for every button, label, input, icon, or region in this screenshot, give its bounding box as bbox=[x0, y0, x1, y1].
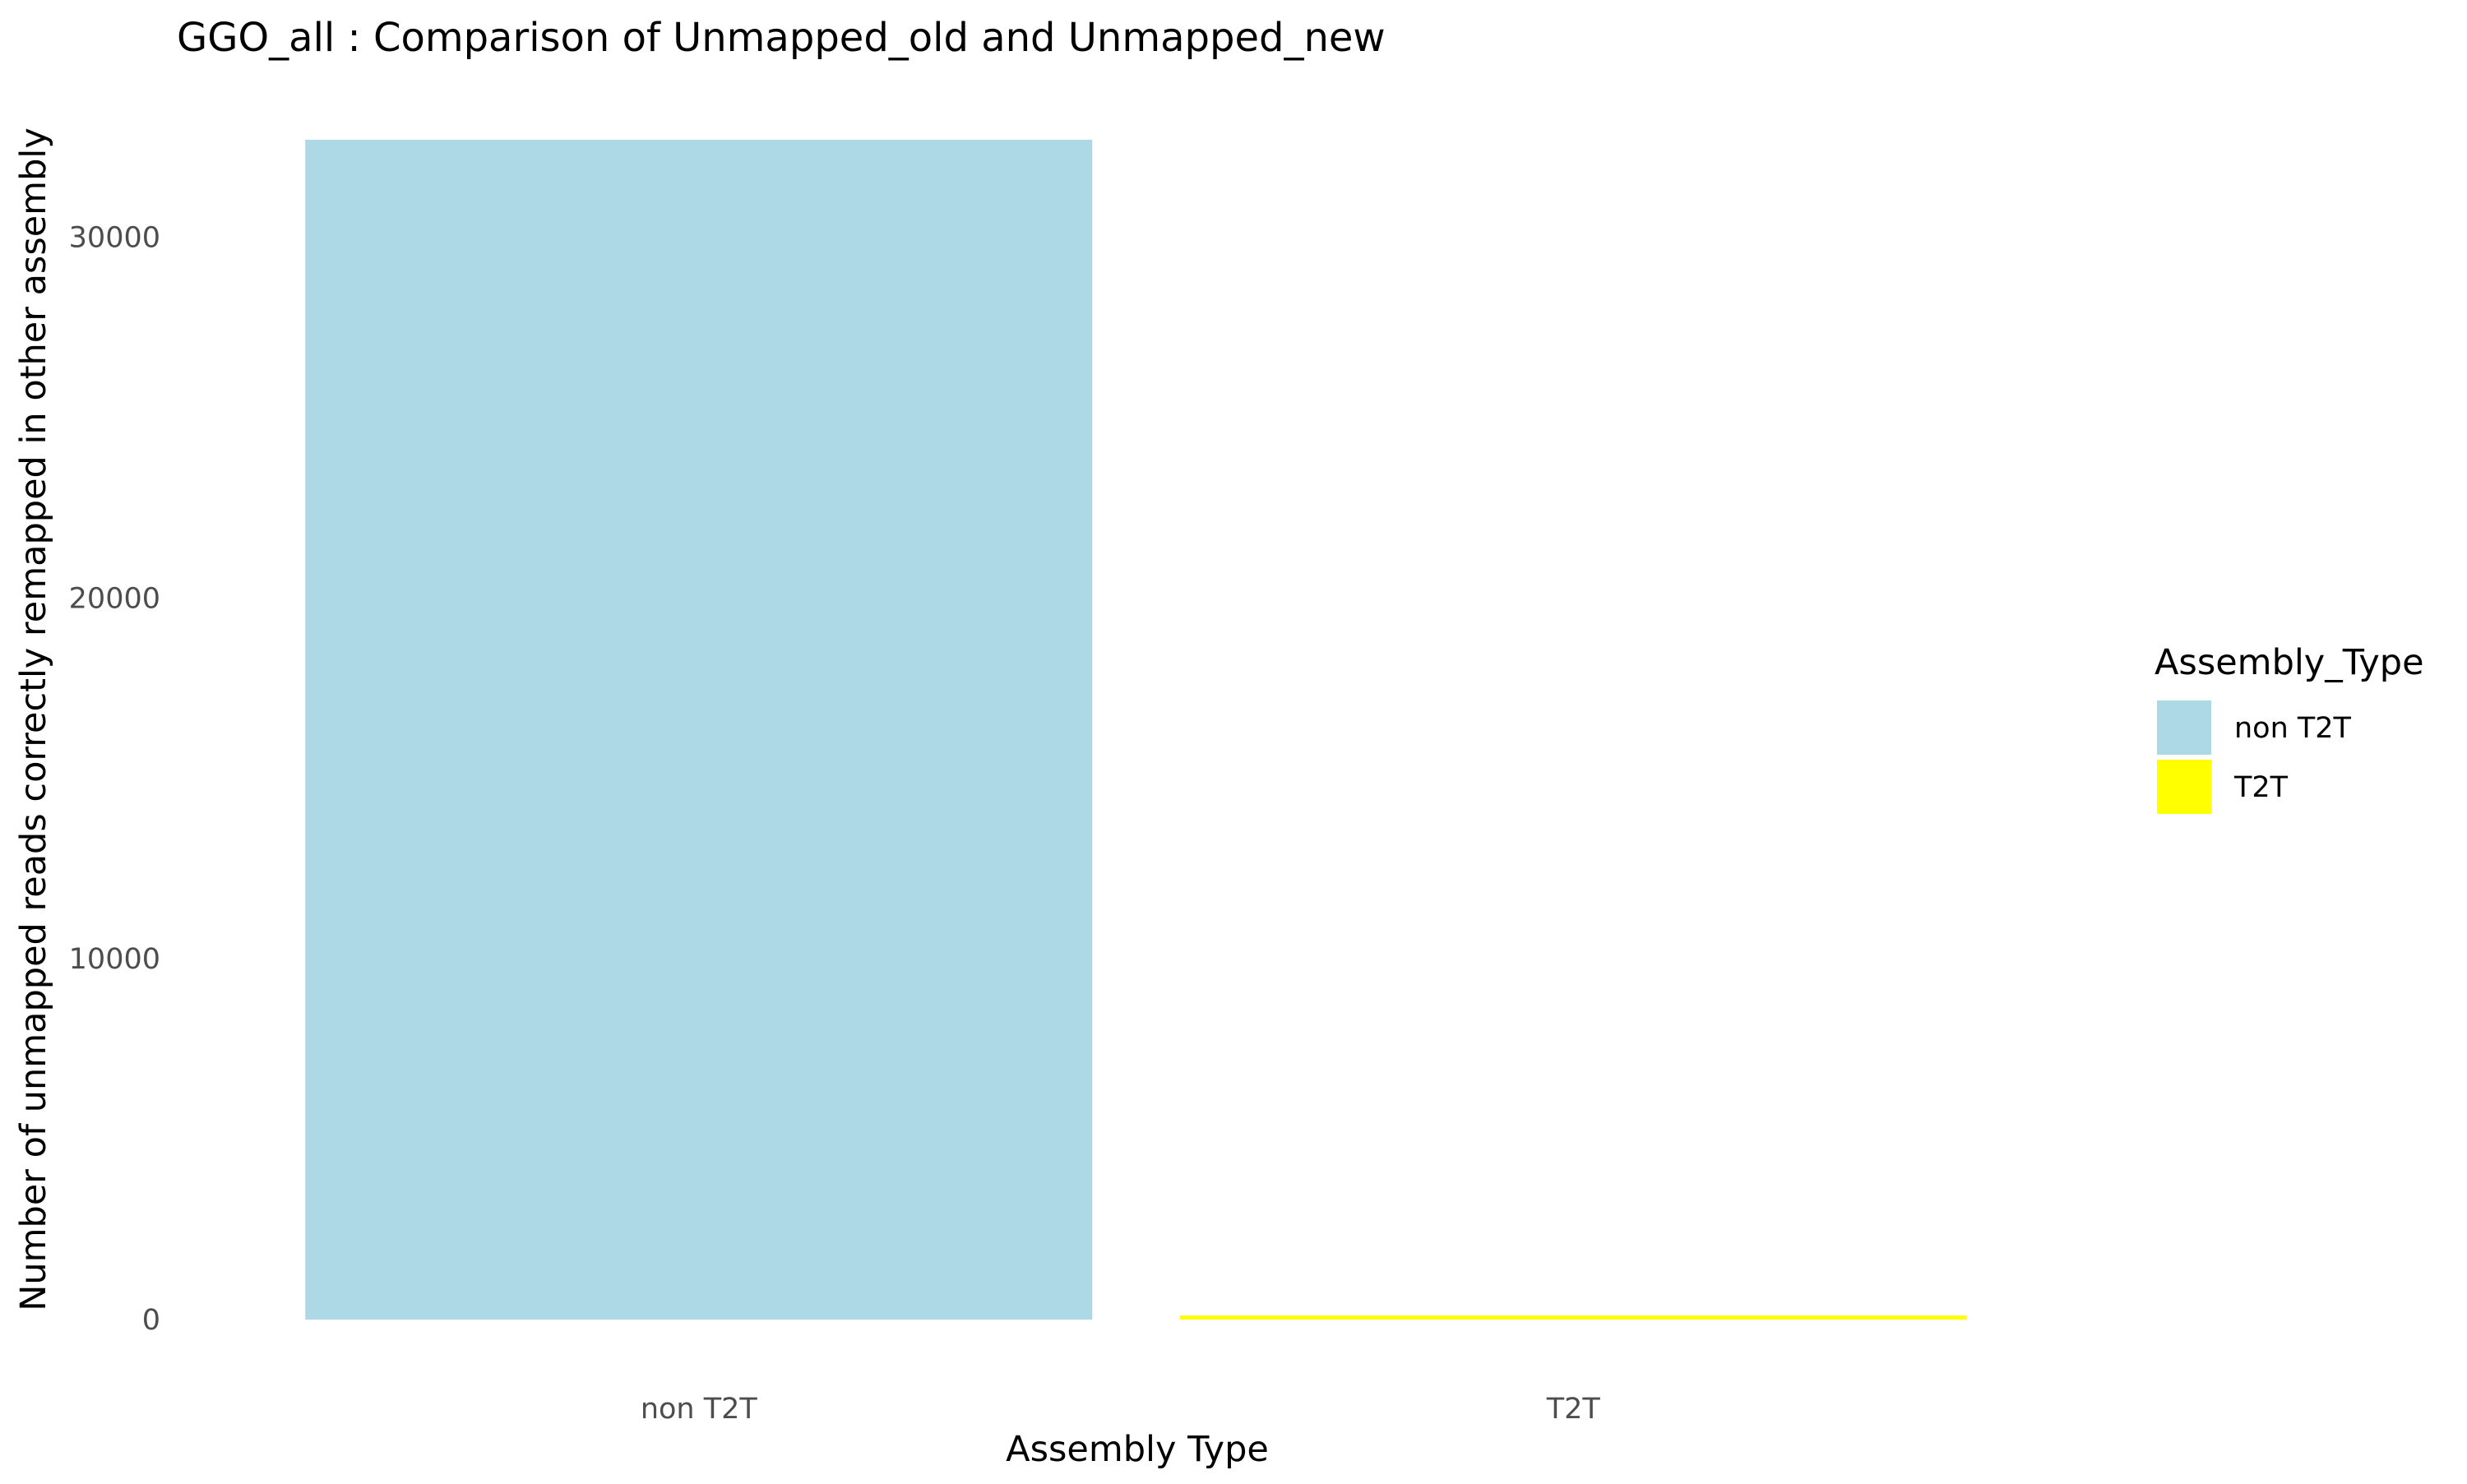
x-axis-title: Assembly Type bbox=[1006, 1429, 1269, 1470]
bar-non-t2t bbox=[305, 140, 1093, 1320]
bar-t2t bbox=[1179, 1315, 1967, 1320]
x-tick-label-t2t: T2T bbox=[1546, 1393, 1601, 1426]
legend-key-non-t2t bbox=[2157, 700, 2211, 755]
legend-title: Assembly_Type bbox=[2155, 642, 2424, 683]
legend-key-t2t bbox=[2157, 760, 2211, 814]
legend-label-non-t2t: non T2T bbox=[2234, 712, 2352, 745]
x-tick-label-non-t2t: non T2T bbox=[641, 1393, 758, 1426]
y-tick-label: 0 bbox=[142, 1304, 160, 1337]
legend: Assembly_Type non T2T T2T bbox=[2155, 642, 2424, 814]
y-tick-label: 20000 bbox=[69, 582, 160, 615]
bars-layer bbox=[305, 140, 1967, 1320]
y-tick-label: 10000 bbox=[69, 943, 160, 976]
y-axis-title: Number of unmapped reads correctly remap… bbox=[13, 127, 54, 1311]
chart-title: GGO_all : Comparison of Unmapped_old and… bbox=[177, 15, 1386, 61]
legend-label-t2t: T2T bbox=[2233, 771, 2289, 804]
y-tick-label: 30000 bbox=[69, 222, 160, 255]
x-axis-ticks: non T2T T2T bbox=[641, 1393, 1601, 1426]
y-axis-ticks: 0 10000 20000 30000 bbox=[69, 222, 160, 1338]
